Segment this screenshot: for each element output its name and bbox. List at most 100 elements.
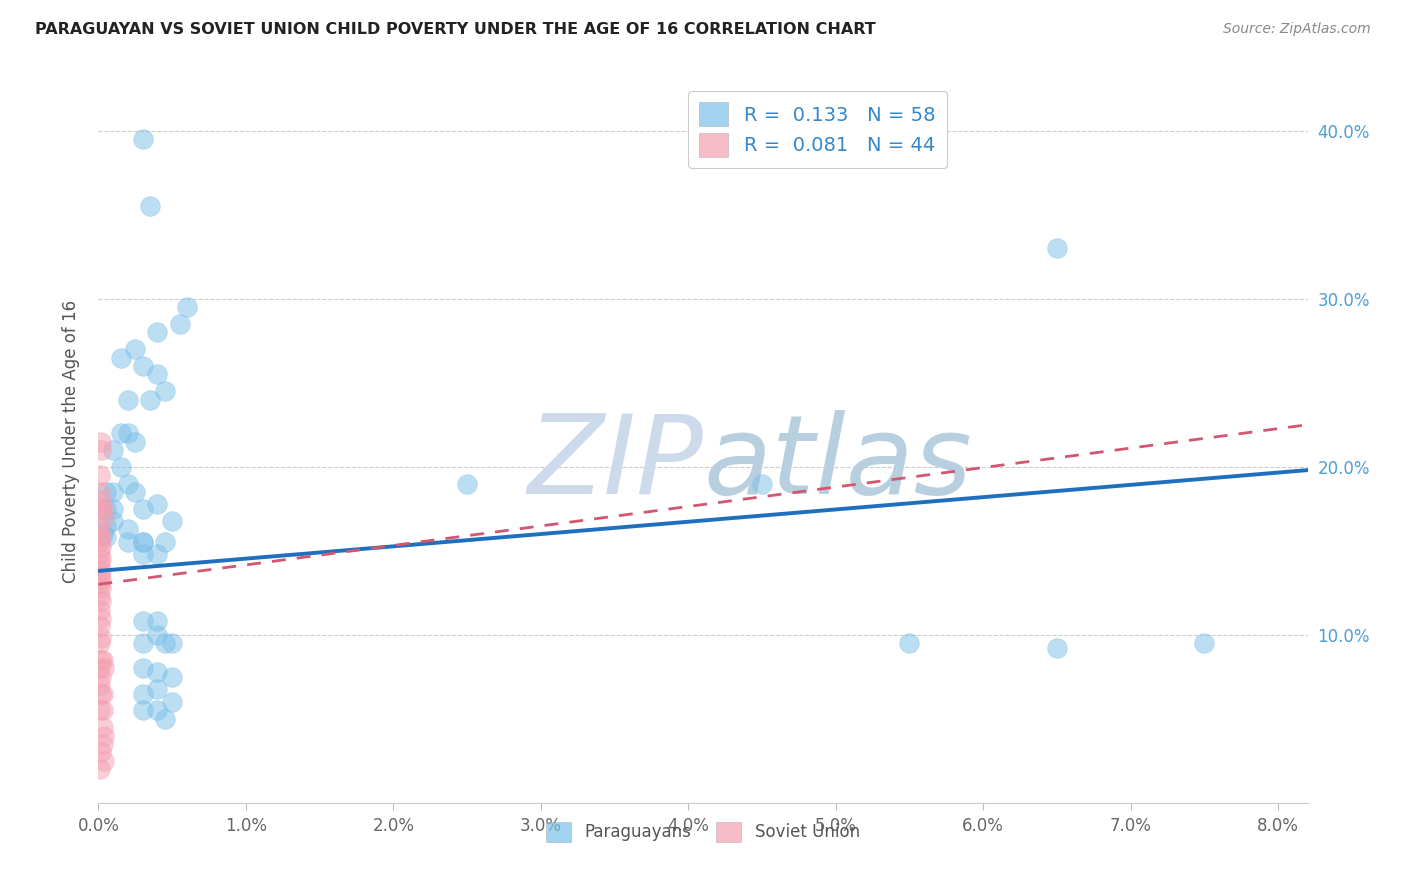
- Point: [131, 359, 153, 373]
- Point: [94, 501, 117, 516]
- Point: [94, 530, 117, 544]
- Point: [131, 535, 153, 549]
- Point: [153, 535, 176, 549]
- Text: ZIP: ZIP: [527, 409, 703, 516]
- Point: [131, 661, 153, 675]
- Point: [91, 527, 114, 541]
- Point: [117, 535, 139, 549]
- Point: [101, 442, 124, 457]
- Point: [89, 762, 111, 776]
- Point: [131, 535, 153, 549]
- Point: [160, 695, 183, 709]
- Point: [160, 670, 183, 684]
- Point: [131, 132, 153, 146]
- Legend: Paraguayans, Soviet Union: Paraguayans, Soviet Union: [540, 815, 866, 848]
- Point: [160, 514, 183, 528]
- Point: [90, 501, 112, 516]
- Point: [131, 501, 153, 516]
- Point: [90, 564, 112, 578]
- Point: [124, 342, 146, 356]
- Point: [1046, 241, 1069, 255]
- Point: [131, 636, 153, 650]
- Point: [89, 678, 111, 692]
- Point: [89, 527, 111, 541]
- Point: [89, 619, 111, 633]
- Point: [89, 589, 111, 603]
- Point: [146, 681, 169, 696]
- Point: [176, 300, 198, 314]
- Point: [90, 745, 112, 759]
- Point: [124, 485, 146, 500]
- Point: [93, 729, 115, 743]
- Point: [146, 326, 169, 340]
- Text: atlas: atlas: [703, 409, 972, 516]
- Point: [90, 442, 112, 457]
- Point: [90, 434, 112, 449]
- Point: [101, 514, 124, 528]
- Point: [110, 351, 132, 365]
- Point: [90, 611, 112, 625]
- Point: [146, 368, 169, 382]
- Point: [94, 485, 117, 500]
- Point: [91, 687, 114, 701]
- Point: [91, 703, 114, 717]
- Point: [93, 754, 115, 768]
- Point: [89, 558, 111, 572]
- Point: [89, 468, 111, 483]
- Point: [89, 518, 111, 533]
- Point: [124, 434, 146, 449]
- Point: [93, 661, 115, 675]
- Point: [101, 501, 124, 516]
- Point: [101, 485, 124, 500]
- Point: [90, 631, 112, 645]
- Point: [110, 459, 132, 474]
- Point: [91, 737, 114, 751]
- Point: [146, 703, 169, 717]
- Point: [146, 547, 169, 561]
- Point: [90, 594, 112, 608]
- Point: [117, 392, 139, 407]
- Point: [117, 426, 139, 441]
- Point: [160, 636, 183, 650]
- Point: [1046, 641, 1069, 656]
- Point: [89, 661, 111, 675]
- Point: [139, 199, 162, 213]
- Text: PARAGUAYAN VS SOVIET UNION CHILD POVERTY UNDER THE AGE OF 16 CORRELATION CHART: PARAGUAYAN VS SOVIET UNION CHILD POVERTY…: [35, 22, 876, 37]
- Point: [91, 653, 114, 667]
- Point: [90, 552, 112, 566]
- Point: [153, 712, 176, 726]
- Point: [90, 687, 112, 701]
- Point: [91, 501, 114, 516]
- Point: [146, 665, 169, 679]
- Point: [91, 720, 114, 734]
- Point: [90, 541, 112, 555]
- Point: [90, 530, 112, 544]
- Point: [89, 535, 111, 549]
- Point: [117, 522, 139, 536]
- Point: [94, 518, 117, 533]
- Point: [117, 476, 139, 491]
- Point: [93, 510, 115, 524]
- Point: [131, 687, 153, 701]
- Point: [89, 602, 111, 616]
- Point: [131, 547, 153, 561]
- Point: [898, 636, 921, 650]
- Point: [89, 569, 111, 583]
- Point: [1194, 636, 1216, 650]
- Point: [90, 670, 112, 684]
- Point: [146, 628, 169, 642]
- Point: [169, 317, 191, 331]
- Point: [139, 392, 162, 407]
- Point: [131, 703, 153, 717]
- Point: [89, 547, 111, 561]
- Point: [90, 572, 112, 586]
- Point: [131, 615, 153, 629]
- Point: [146, 615, 169, 629]
- Point: [89, 703, 111, 717]
- Point: [90, 653, 112, 667]
- Point: [89, 485, 111, 500]
- Point: [89, 636, 111, 650]
- Point: [153, 636, 176, 650]
- Point: [146, 497, 169, 511]
- Point: [751, 476, 773, 491]
